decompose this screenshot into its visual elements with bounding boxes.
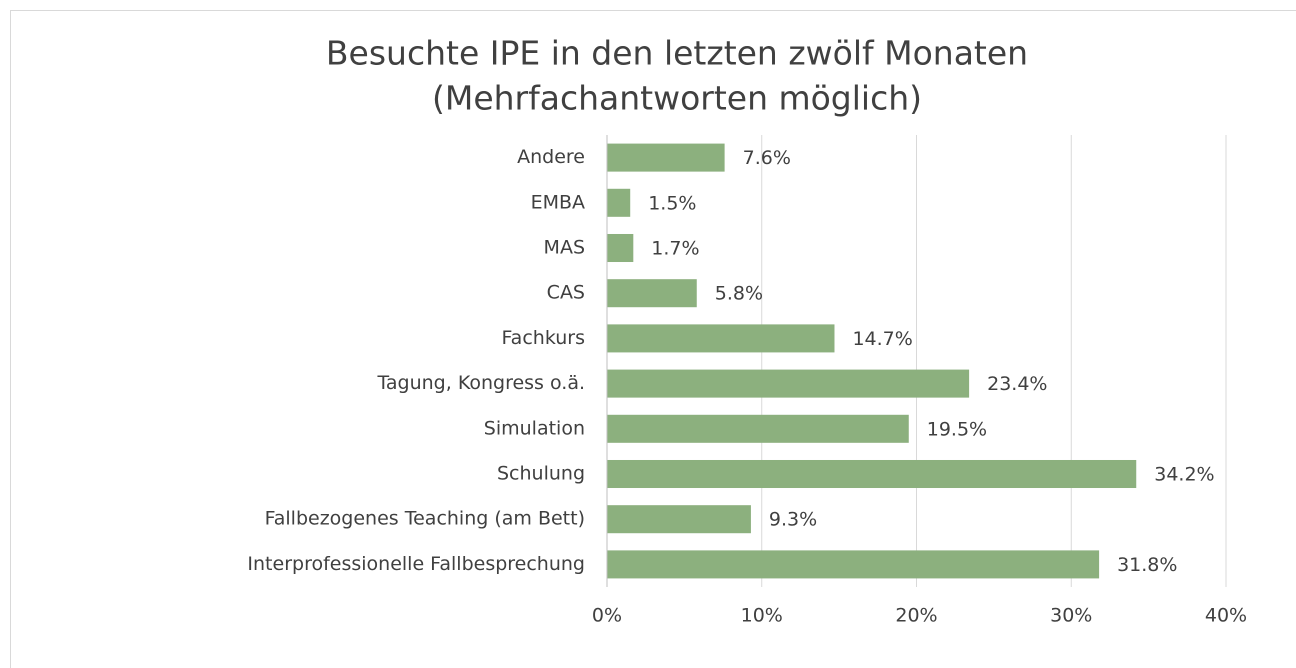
chart-title: Besuchte IPE in den letzten zwölf Monate… <box>326 34 1028 73</box>
bar <box>607 459 1137 489</box>
data-label: 9.3% <box>769 509 817 531</box>
bar <box>607 324 835 353</box>
bar <box>607 143 725 172</box>
bar <box>607 369 970 398</box>
data-label: 1.5% <box>648 192 696 214</box>
y-tick-label: Fallbezogenes Teaching (am Bett) <box>265 508 585 530</box>
x-tick-label: 0% <box>592 605 622 627</box>
bar <box>607 550 1100 579</box>
x-tick-label: 10% <box>741 605 783 627</box>
y-tick-label: Tagung, Kongress o.ä. <box>376 372 585 394</box>
y-tick-label: Interprofessionelle Fallbesprechung <box>247 553 585 575</box>
bar <box>607 188 631 217</box>
y-tick-label: Fachkurs <box>502 327 586 349</box>
data-label: 19.5% <box>927 418 987 440</box>
data-label: 23.4% <box>987 373 1047 395</box>
y-tick-label: Andere <box>517 146 585 168</box>
data-label: 5.8% <box>715 283 763 305</box>
bar <box>607 233 634 263</box>
x-tick-label: 30% <box>1050 605 1092 627</box>
bar <box>607 279 697 308</box>
data-label: 34.2% <box>1154 464 1214 486</box>
y-tick-label: CAS <box>547 282 585 304</box>
y-tick-label: MAS <box>544 237 585 259</box>
data-label: 31.8% <box>1117 554 1177 576</box>
chart-title: (Mehrfachantworten möglich) <box>432 79 922 118</box>
bar <box>607 505 751 534</box>
data-label: 14.7% <box>852 328 912 350</box>
x-tick-label: 40% <box>1205 605 1247 627</box>
data-label: 7.6% <box>743 147 791 169</box>
data-label: 1.7% <box>651 238 699 260</box>
x-tick-label: 20% <box>895 605 937 627</box>
y-tick-label: Simulation <box>484 417 585 439</box>
y-tick-label: EMBA <box>531 191 585 213</box>
bar <box>607 414 909 443</box>
y-tick-label: Schulung <box>497 463 585 485</box>
